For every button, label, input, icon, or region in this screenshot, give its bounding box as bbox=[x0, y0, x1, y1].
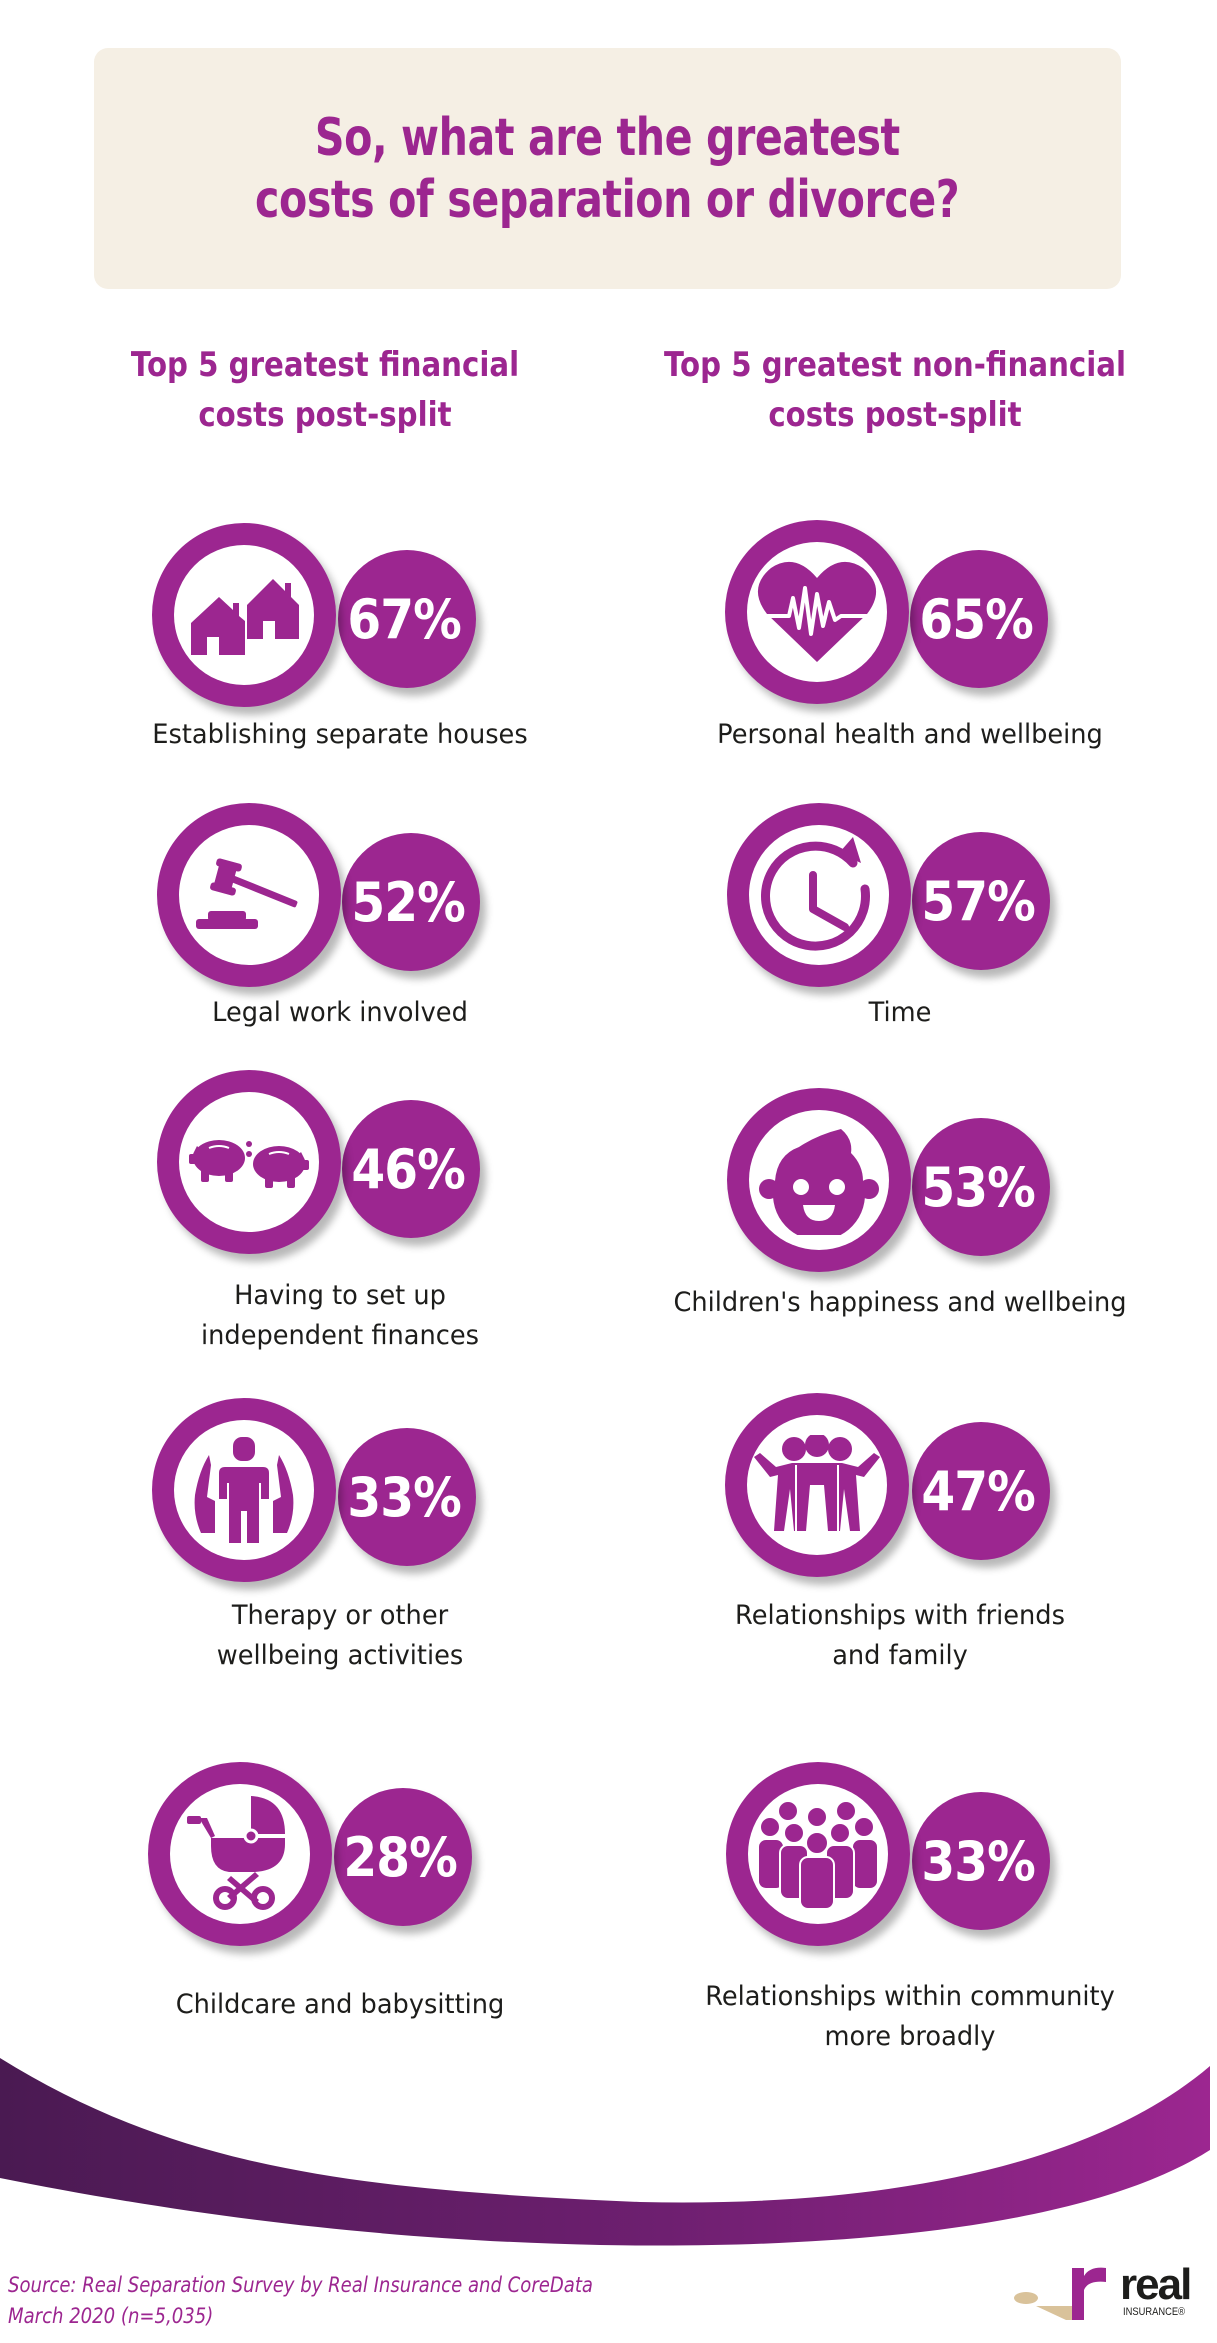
label-line-2: wellbeing activities bbox=[216, 1640, 464, 1671]
label-line-2: more broadly bbox=[824, 2021, 996, 2052]
icon-ring bbox=[152, 1398, 336, 1582]
label-line-1: Childcare and babysitting bbox=[175, 1989, 505, 2020]
real-insurance-logo: real INSURANCE® bbox=[1010, 2262, 1210, 2326]
heart-pulse-icon bbox=[747, 542, 887, 682]
item-label: Relationships within community more broa… bbox=[616, 1977, 1205, 2057]
gavel-icon bbox=[179, 825, 319, 965]
item-label: Establishing separate houses bbox=[93, 715, 587, 755]
percent-badge: 53% bbox=[912, 1118, 1050, 1256]
pram-icon bbox=[170, 1784, 310, 1924]
percent-value: 53% bbox=[921, 1155, 1036, 1219]
non-financial-header-line-1: Top 5 greatest non-financial bbox=[663, 345, 1127, 385]
percent-value: 47% bbox=[921, 1459, 1036, 1523]
label-line-2: independent finances bbox=[201, 1320, 479, 1351]
percent-value: 28% bbox=[343, 1825, 458, 1889]
financial-header-line-2: costs post-split bbox=[198, 395, 452, 435]
icon-ring bbox=[157, 1070, 341, 1254]
percent-value: 67% bbox=[347, 587, 462, 651]
item-label: Relationships with friends and family bbox=[653, 1596, 1147, 1676]
percent-badge: 33% bbox=[912, 1792, 1050, 1930]
label-line-1: Children's happiness and wellbeing bbox=[673, 1287, 1127, 1318]
percent-value: 33% bbox=[347, 1465, 462, 1529]
percent-badge: 67% bbox=[338, 550, 476, 688]
label-line-1: Therapy or other bbox=[231, 1600, 449, 1631]
icon-ring bbox=[725, 520, 909, 704]
community-crowd-icon bbox=[748, 1784, 888, 1924]
source-line-2: March 2020 (n=5,035) bbox=[8, 2304, 214, 2328]
percent-value: 46% bbox=[351, 1137, 466, 1201]
percent-badge: 46% bbox=[342, 1100, 480, 1238]
icon-ring bbox=[727, 803, 911, 987]
label-line-1: Legal work involved bbox=[212, 997, 468, 1028]
percent-badge: 52% bbox=[342, 833, 480, 971]
non-financial-column-header: Top 5 greatest non-financial costs post-… bbox=[641, 340, 1148, 440]
item-label: Childcare and babysitting bbox=[93, 1985, 587, 2025]
icon-ring bbox=[157, 803, 341, 987]
percent-badge: 57% bbox=[912, 832, 1050, 970]
label-line-1: Time bbox=[868, 997, 932, 1028]
item-label: Time bbox=[653, 993, 1147, 1033]
icon-ring bbox=[725, 1393, 909, 1577]
label-line-1: Personal health and wellbeing bbox=[717, 719, 1103, 750]
item-label: Children's happiness and wellbeing bbox=[615, 1283, 1185, 1323]
icon-ring bbox=[152, 523, 336, 707]
icon-ring bbox=[727, 1088, 911, 1272]
two-houses-icon bbox=[174, 545, 314, 685]
financial-header-line-1: Top 5 greatest financial bbox=[130, 345, 520, 385]
percent-badge: 47% bbox=[912, 1422, 1050, 1560]
friends-group-icon bbox=[747, 1415, 887, 1555]
non-financial-header-line-2: costs post-split bbox=[768, 395, 1022, 435]
financial-column-header: Top 5 greatest financial costs post-spli… bbox=[114, 340, 535, 440]
clock-icon bbox=[749, 825, 889, 965]
decorative-swoosh bbox=[0, 2058, 1210, 2246]
source-citation: Source: Real Separation Survey by Real I… bbox=[8, 2270, 593, 2332]
label-line-1: Having to set up bbox=[234, 1280, 446, 1311]
icon-ring bbox=[726, 1762, 910, 1946]
person-in-hands-icon bbox=[174, 1420, 314, 1560]
label-line-1: Relationships with friends bbox=[735, 1600, 1065, 1631]
percent-badge: 28% bbox=[334, 1788, 472, 1926]
page-title-line-2: costs of separation or divorce? bbox=[255, 169, 960, 230]
page-title-line-1: So, what are the greatest bbox=[315, 107, 900, 168]
piggy-banks-icon bbox=[179, 1092, 319, 1232]
percent-value: 33% bbox=[921, 1829, 1036, 1893]
percent-badge: 65% bbox=[910, 550, 1048, 688]
item-label: Legal work involved bbox=[93, 993, 587, 1033]
label-line-1: Establishing separate houses bbox=[152, 719, 528, 750]
item-label: Having to set up independent finances bbox=[93, 1276, 587, 1356]
item-label: Therapy or other wellbeing activities bbox=[93, 1596, 587, 1676]
item-label: Personal health and wellbeing bbox=[654, 715, 1167, 755]
percent-value: 57% bbox=[921, 869, 1036, 933]
percent-value: 52% bbox=[351, 870, 466, 934]
logo-wordmark: real bbox=[1120, 2260, 1192, 2309]
label-line-1: Relationships within community bbox=[705, 1981, 1115, 2012]
child-face-icon bbox=[749, 1110, 889, 1250]
title-banner: So, what are the greatest costs of separ… bbox=[94, 48, 1121, 289]
label-line-2: and family bbox=[832, 1640, 968, 1671]
percent-badge: 33% bbox=[338, 1428, 476, 1566]
logo-subtitle: INSURANCE® bbox=[1123, 2306, 1185, 2318]
source-line-1: Source: Real Separation Survey by Real I… bbox=[8, 2273, 594, 2297]
logo-mark-icon bbox=[1014, 2267, 1106, 2320]
icon-ring bbox=[148, 1762, 332, 1946]
percent-value: 65% bbox=[919, 587, 1034, 651]
